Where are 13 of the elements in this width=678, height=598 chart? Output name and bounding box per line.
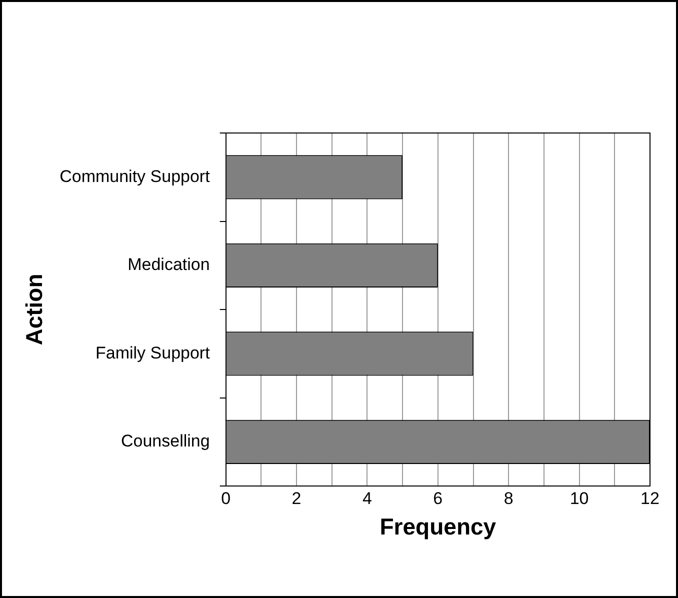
- y-tick-label: Medication: [128, 255, 210, 274]
- y-tick-label: Community Support: [60, 166, 210, 186]
- x-tick-label: 0: [221, 488, 231, 508]
- x-tick-label: 2: [292, 488, 302, 508]
- y-tick-label: Family Support: [96, 343, 210, 362]
- y-axis-title: Action: [21, 274, 48, 346]
- x-tick-label: 8: [504, 488, 514, 508]
- x-tick-label: 10: [570, 488, 589, 508]
- x-axis-title: Frequency: [380, 514, 496, 540]
- x-tick-label: 6: [433, 488, 443, 508]
- x-tick-label: 4: [362, 488, 372, 508]
- y-tick-label: Counselling: [120, 432, 210, 451]
- x-tick-label: 12: [640, 488, 660, 508]
